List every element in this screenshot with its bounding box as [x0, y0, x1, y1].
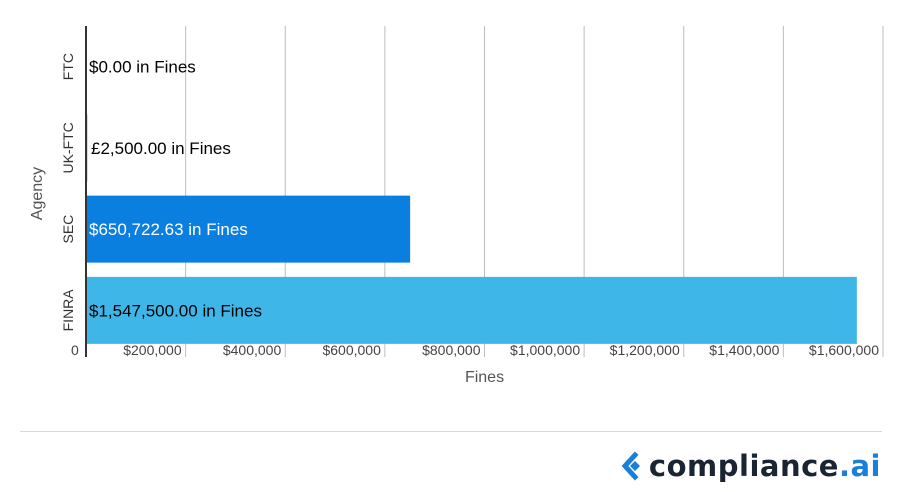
x-tick-label: $1,600,000	[809, 342, 879, 358]
x-tick-labels: 0 $200,000 $400,000 $600,000 $800,000 $1,000,…	[71, 342, 879, 358]
x-tick-label: $200,000	[123, 342, 182, 358]
gridlines	[185, 26, 884, 357]
bar-finra	[86, 276, 857, 344]
compliance-logo-icon	[621, 451, 640, 481]
x-tick-label: 0	[71, 342, 79, 358]
x-tick-label: $600,000	[322, 342, 381, 358]
brand-logo[interactable]: compliance.ai	[617, 446, 881, 486]
data-label: £2,500.00 in Fines	[91, 139, 231, 158]
data-label: $650,722.63 in Fines	[89, 220, 248, 239]
data-labels: $0.00 in Fines £2,500.00 in Fines $650,722…	[89, 58, 262, 321]
category-label: FTC	[60, 53, 76, 80]
category-label: FINRA	[60, 289, 76, 332]
footer-divider	[20, 431, 882, 432]
category-labels: FTC UK-FTC SEC FINRA	[60, 53, 76, 331]
y-axis-title: Agency	[29, 167, 46, 220]
x-tick-label: $800,000	[422, 342, 481, 358]
brand-wordmark: compliance.ai	[649, 449, 881, 483]
x-tick-label: $1,400,000	[709, 342, 779, 358]
category-label: UK-FTC	[60, 122, 76, 173]
bars	[86, 114, 857, 344]
x-axis-title: Fines	[465, 369, 504, 386]
bar-chart: FTC UK-FTC SEC FINRA 0 $200,000 $400,000 $600,…	[29, 26, 884, 386]
x-tick-label: $1,200,000	[610, 342, 680, 358]
bar-sec	[86, 195, 411, 263]
data-label: $1,547,500.00 in Fines	[89, 301, 262, 320]
brand-suffix: .ai	[838, 449, 881, 483]
x-tick-label: $1,000,000	[510, 342, 580, 358]
category-label: SEC	[60, 215, 76, 244]
brand-name: compliance	[648, 449, 839, 483]
data-label: $0.00 in Fines	[89, 58, 196, 77]
x-tick-label: $400,000	[223, 342, 282, 358]
